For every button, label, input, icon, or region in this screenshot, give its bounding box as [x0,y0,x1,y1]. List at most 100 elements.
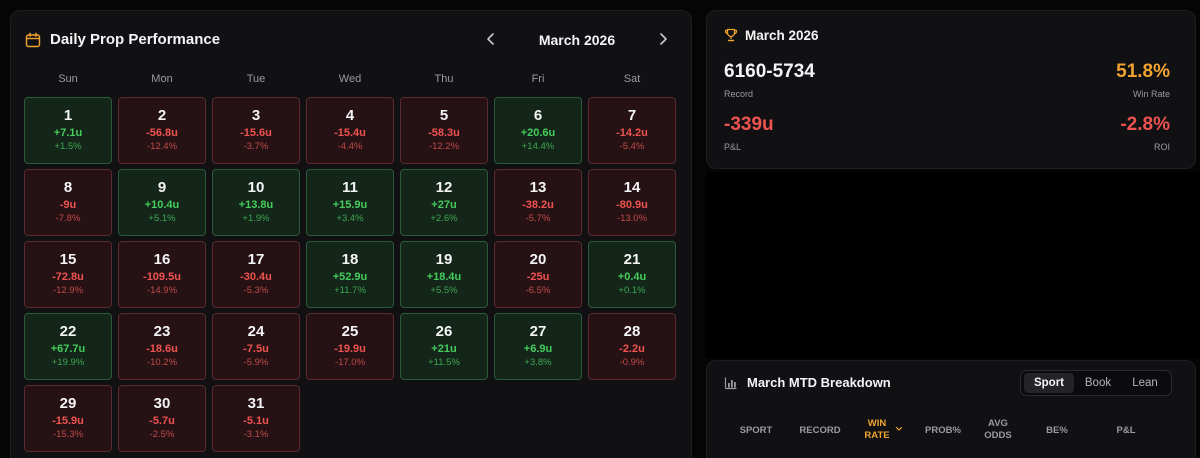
day-cell-22[interactable]: 22 +67.7u +19.9% [24,313,112,380]
day-cell-21[interactable]: 21 +0.4u +0.1% [588,241,676,308]
day-cell-16[interactable]: 16 -109.5u -14.9% [118,241,206,308]
day-percent: -5.7% [525,213,551,224]
day-number: 26 [435,323,453,340]
column-sport[interactable]: SPORT [739,425,773,436]
day-cell-25[interactable]: 25 -19.9u -17.0% [306,313,394,380]
day-units: -30.4u [240,271,272,283]
day-number: 22 [59,323,77,340]
weekday-sun: Sun [58,73,78,85]
day-units: -80.9u [616,199,648,211]
day-number: 30 [153,395,171,412]
weekday-fri: Fri [531,73,545,85]
day-number: 2 [157,107,167,124]
summary-title: March 2026 [745,28,819,43]
day-cell-31[interactable]: 31 -5.1u -3.1% [212,385,300,452]
day-cell-17[interactable]: 17 -30.4u -5.3% [212,241,300,308]
day-cell-28[interactable]: 28 -2.2u -0.9% [588,313,676,380]
day-number: 27 [529,323,547,340]
day-cell-30[interactable]: 30 -5.7u -2.5% [118,385,206,452]
day-number: 23 [153,323,171,340]
day-units: +21u [431,343,457,355]
day-cell-18[interactable]: 18 +52.9u +11.7% [306,241,394,308]
day-cell-6[interactable]: 6 +20.6u +14.4% [494,97,582,164]
day-units: -15.6u [240,127,272,139]
day-cell-24[interactable]: 24 -7.5u -5.9% [212,313,300,380]
record-label: Record [724,89,754,99]
day-percent: +19.9% [51,357,85,368]
day-number: 1 [63,107,73,124]
day-cell-1[interactable]: 1 +7.1u +1.5% [24,97,112,164]
day-cell-20[interactable]: 20 -25u -6.5% [494,241,582,308]
day-number: 19 [435,251,453,268]
tab-lean[interactable]: Lean [1132,377,1158,389]
chevron-left-icon[interactable] [483,29,499,49]
column-be[interactable]: BE% [1046,425,1068,436]
day-units: +6.9u [523,343,553,355]
day-units: -72.8u [52,271,84,283]
media-placeholder [706,172,1200,358]
day-cell-7[interactable]: 7 -14.2u -5.4% [588,97,676,164]
day-number: 8 [63,179,73,196]
day-cell-29[interactable]: 29 -15.9u -15.3% [24,385,112,452]
tab-book[interactable]: Book [1084,377,1112,389]
weekday-mon: Mon [151,73,173,85]
day-cell-5[interactable]: 5 -58.3u -12.2% [400,97,488,164]
win-rate-value: 51.8% [1116,61,1170,82]
chevron-down-icon [895,426,903,431]
day-units: +15.9u [332,199,368,211]
day-cell-14[interactable]: 14 -80.9u -13.0% [588,169,676,236]
day-percent: -3.7% [243,141,269,152]
day-percent: -17.0% [334,357,366,368]
day-cell-23[interactable]: 23 -18.6u -10.2% [118,313,206,380]
day-cell-15[interactable]: 15 -72.8u -12.9% [24,241,112,308]
day-percent: +5.5% [430,285,458,296]
day-percent: -3.1% [243,429,269,440]
day-cell-11[interactable]: 11 +15.9u +3.4% [306,169,394,236]
day-units: -38.2u [522,199,554,211]
calendar-icon [25,32,41,48]
day-cell-26[interactable]: 26 +21u +11.5% [400,313,488,380]
day-number: 31 [247,395,265,412]
day-number: 4 [345,107,355,124]
pnl-label: P&L [724,142,742,152]
day-cell-4[interactable]: 4 -15.4u -4.4% [306,97,394,164]
day-percent: +2.6% [430,213,458,224]
day-number: 6 [533,107,543,124]
column-avg-odds[interactable]: AVG ODDS [984,418,1012,441]
day-percent: +11.5% [428,357,460,368]
day-percent: +1.9% [242,213,270,224]
column-pnl[interactable]: P&L [1116,425,1136,436]
roi-value: -2.8% [1120,114,1170,135]
record-value: 6160-5734 [724,61,815,82]
day-units: -15.4u [334,127,366,139]
day-percent: +5.1% [148,213,176,224]
weekday-header: Sun Mon Tue Wed Thu Fri Sat [24,73,680,89]
column-win-rate[interactable]: WIN RATE [864,418,890,441]
day-cell-3[interactable]: 3 -15.6u -3.7% [212,97,300,164]
calendar-header: Daily Prop Performance March 2026 [11,11,691,67]
day-cell-2[interactable]: 2 -56.8u -12.4% [118,97,206,164]
day-percent: -5.3% [243,285,269,296]
day-number: 28 [623,323,641,340]
day-units: -9u [59,199,77,211]
day-number: 20 [529,251,547,268]
day-cell-9[interactable]: 9 +10.4u +5.1% [118,169,206,236]
day-cell-27[interactable]: 27 +6.9u +3.8% [494,313,582,380]
day-cell-19[interactable]: 19 +18.4u +5.5% [400,241,488,308]
day-percent: -0.9% [619,357,645,368]
weekday-sat: Sat [623,73,641,85]
tab-sport[interactable]: Sport [1024,373,1074,393]
column-prob[interactable]: PROB% [925,425,961,436]
day-cell-10[interactable]: 10 +13.8u +1.9% [212,169,300,236]
day-cell-12[interactable]: 12 +27u +2.6% [400,169,488,236]
day-percent: +14.4% [521,141,555,152]
day-cell-13[interactable]: 13 -38.2u -5.7% [494,169,582,236]
day-percent: +0.1% [618,285,646,296]
bar-chart-icon [724,377,737,390]
day-number: 18 [341,251,359,268]
chevron-right-icon[interactable] [655,29,671,49]
day-percent: +3.8% [524,357,552,368]
column-record[interactable]: RECORD [799,425,841,436]
day-cell-8[interactable]: 8 -9u -7.8% [24,169,112,236]
day-units: +13.8u [238,199,274,211]
